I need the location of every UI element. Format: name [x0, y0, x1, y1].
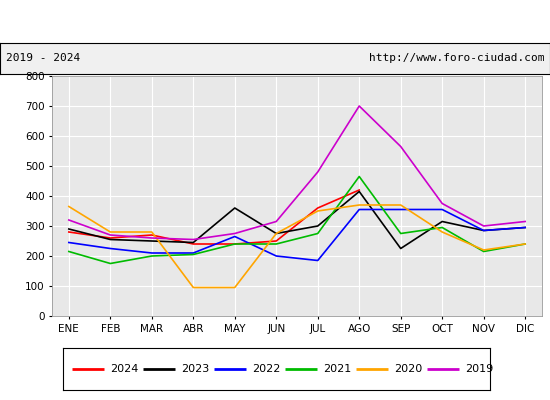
Text: 2020: 2020 [394, 364, 422, 374]
Text: 2021: 2021 [323, 364, 351, 374]
Text: 2019: 2019 [465, 364, 493, 374]
Text: 2024: 2024 [110, 364, 139, 374]
Text: 2023: 2023 [181, 364, 210, 374]
Text: 2019 - 2024: 2019 - 2024 [6, 53, 80, 63]
Text: 2022: 2022 [252, 364, 280, 374]
Text: http://www.foro-ciudad.com: http://www.foro-ciudad.com [369, 53, 544, 63]
Text: Evolucion Nº Turistas Nacionales en el municipio de Arboleas: Evolucion Nº Turistas Nacionales en el m… [72, 14, 478, 28]
